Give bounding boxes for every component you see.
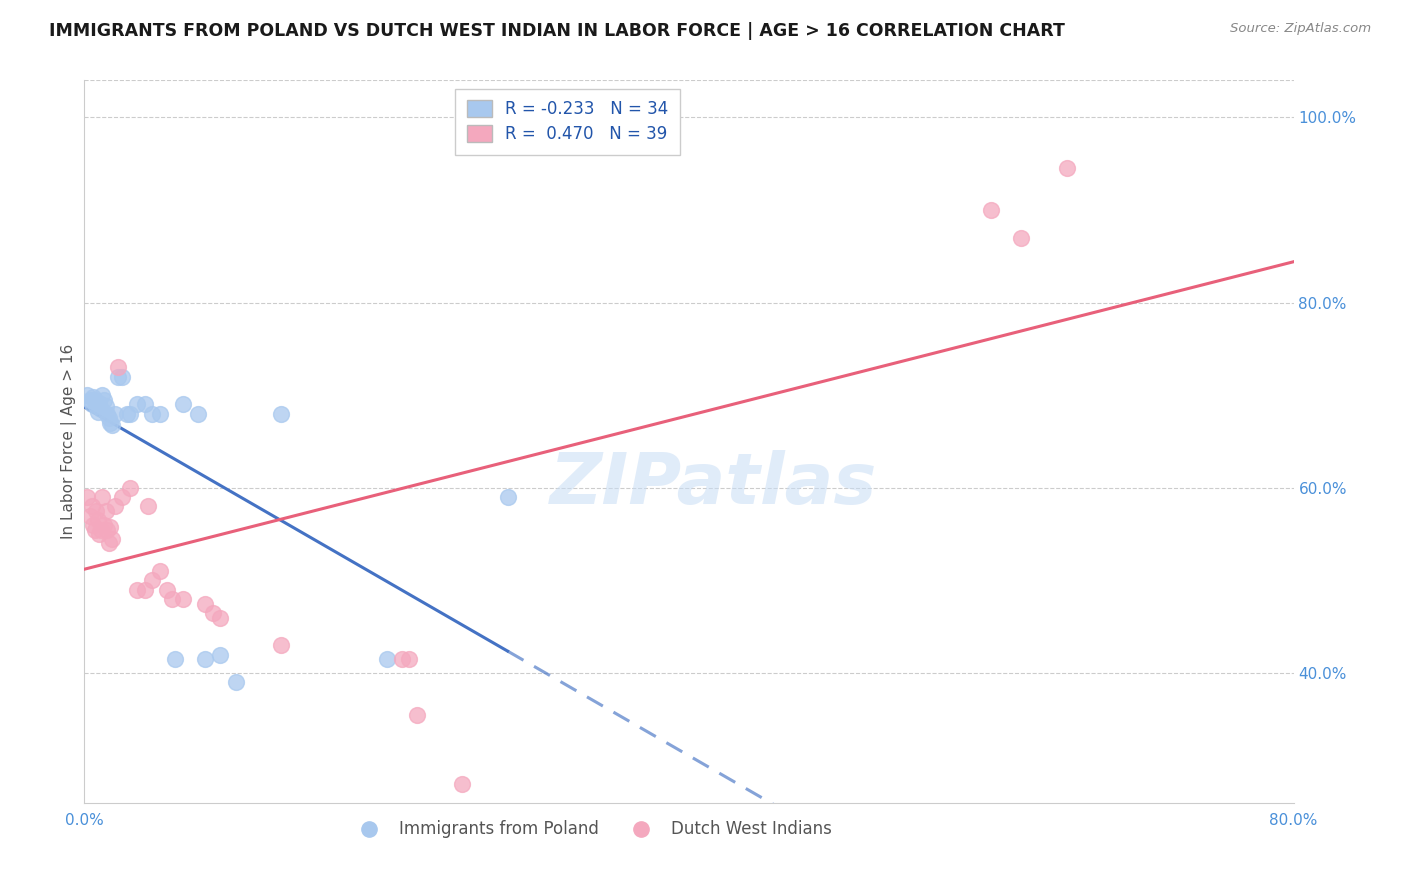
- Point: [127, 582, 149, 597]
- Point: [107, 360, 129, 375]
- Point: [104, 500, 127, 514]
- Point: [82, 517, 104, 532]
- Point: [160, 592, 183, 607]
- Point: [134, 397, 156, 411]
- Legend: Immigrants from Poland, Dutch West Indians: Immigrants from Poland, Dutch West India…: [346, 814, 838, 845]
- Point: [270, 407, 292, 421]
- Point: [87, 405, 110, 419]
- Point: [98, 416, 121, 430]
- Point: [76, 388, 98, 402]
- Point: [1011, 231, 1033, 245]
- Point: [98, 520, 121, 534]
- Point: [118, 407, 141, 421]
- Point: [136, 500, 159, 514]
- Point: [87, 513, 110, 527]
- Point: [194, 652, 217, 666]
- Point: [111, 490, 134, 504]
- Point: [209, 648, 232, 662]
- Point: [93, 517, 115, 532]
- Point: [375, 652, 398, 666]
- Point: [406, 707, 429, 722]
- Text: IMMIGRANTS FROM POLAND VS DUTCH WEST INDIAN IN LABOR FORCE | AGE > 16 CORRELATIO: IMMIGRANTS FROM POLAND VS DUTCH WEST IND…: [49, 22, 1066, 40]
- Point: [141, 574, 163, 588]
- Point: [90, 523, 112, 537]
- Point: [111, 369, 134, 384]
- Point: [89, 527, 111, 541]
- Point: [80, 500, 103, 514]
- Point: [86, 504, 108, 518]
- Point: [94, 400, 117, 414]
- Text: ZIPatlas: ZIPatlas: [550, 450, 877, 519]
- Point: [127, 397, 149, 411]
- Point: [84, 523, 107, 537]
- Point: [100, 417, 122, 432]
- Point: [451, 777, 474, 791]
- Point: [270, 638, 292, 652]
- Point: [172, 592, 194, 607]
- Point: [84, 392, 107, 407]
- Point: [980, 202, 1002, 217]
- Point: [115, 407, 138, 421]
- Point: [97, 536, 120, 550]
- Point: [194, 597, 217, 611]
- Point: [100, 532, 122, 546]
- Point: [76, 490, 98, 504]
- Point: [107, 369, 129, 384]
- Point: [104, 407, 127, 421]
- Point: [82, 390, 104, 404]
- Point: [93, 392, 115, 407]
- Point: [187, 407, 209, 421]
- Point: [391, 652, 413, 666]
- Point: [80, 397, 103, 411]
- Point: [89, 395, 111, 409]
- Point: [90, 402, 112, 417]
- Point: [149, 407, 172, 421]
- Point: [96, 407, 118, 421]
- Point: [149, 564, 172, 578]
- Point: [134, 582, 156, 597]
- Point: [141, 407, 163, 421]
- Point: [201, 606, 224, 620]
- Point: [79, 392, 101, 407]
- Point: [209, 610, 232, 624]
- Point: [398, 652, 420, 666]
- Y-axis label: In Labor Force | Age > 16: In Labor Force | Age > 16: [62, 344, 77, 539]
- Point: [1056, 161, 1078, 176]
- Point: [496, 490, 519, 504]
- Point: [91, 388, 114, 402]
- Point: [118, 481, 141, 495]
- Point: [94, 504, 117, 518]
- Point: [165, 652, 187, 666]
- Point: [96, 523, 118, 537]
- Point: [97, 411, 120, 425]
- Point: [172, 397, 194, 411]
- Point: [91, 490, 114, 504]
- Point: [225, 675, 247, 690]
- Point: [79, 508, 101, 523]
- Text: Source: ZipAtlas.com: Source: ZipAtlas.com: [1230, 22, 1371, 36]
- Point: [156, 582, 179, 597]
- Point: [86, 400, 108, 414]
